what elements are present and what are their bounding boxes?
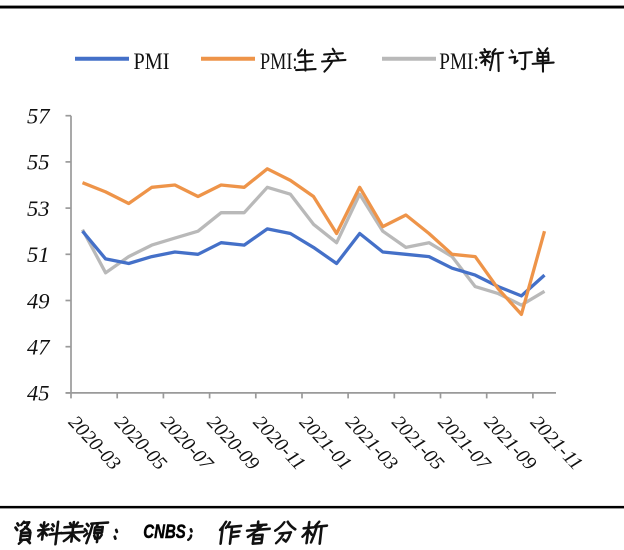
svg-text:PMI:: PMI: [260,49,298,74]
svg-text:57: 57 [27,104,51,129]
svg-text:51: 51 [27,242,50,267]
svg-text:45: 45 [27,381,50,406]
svg-text:PMI: PMI [134,49,170,74]
svg-text:49: 49 [27,288,50,313]
svg-text:53: 53 [27,196,50,221]
svg-text:PMI:: PMI: [439,49,479,74]
svg-text:47: 47 [27,335,51,360]
svg-text:55: 55 [27,150,50,175]
svg-text:CNBS: CNBS [143,521,186,543]
